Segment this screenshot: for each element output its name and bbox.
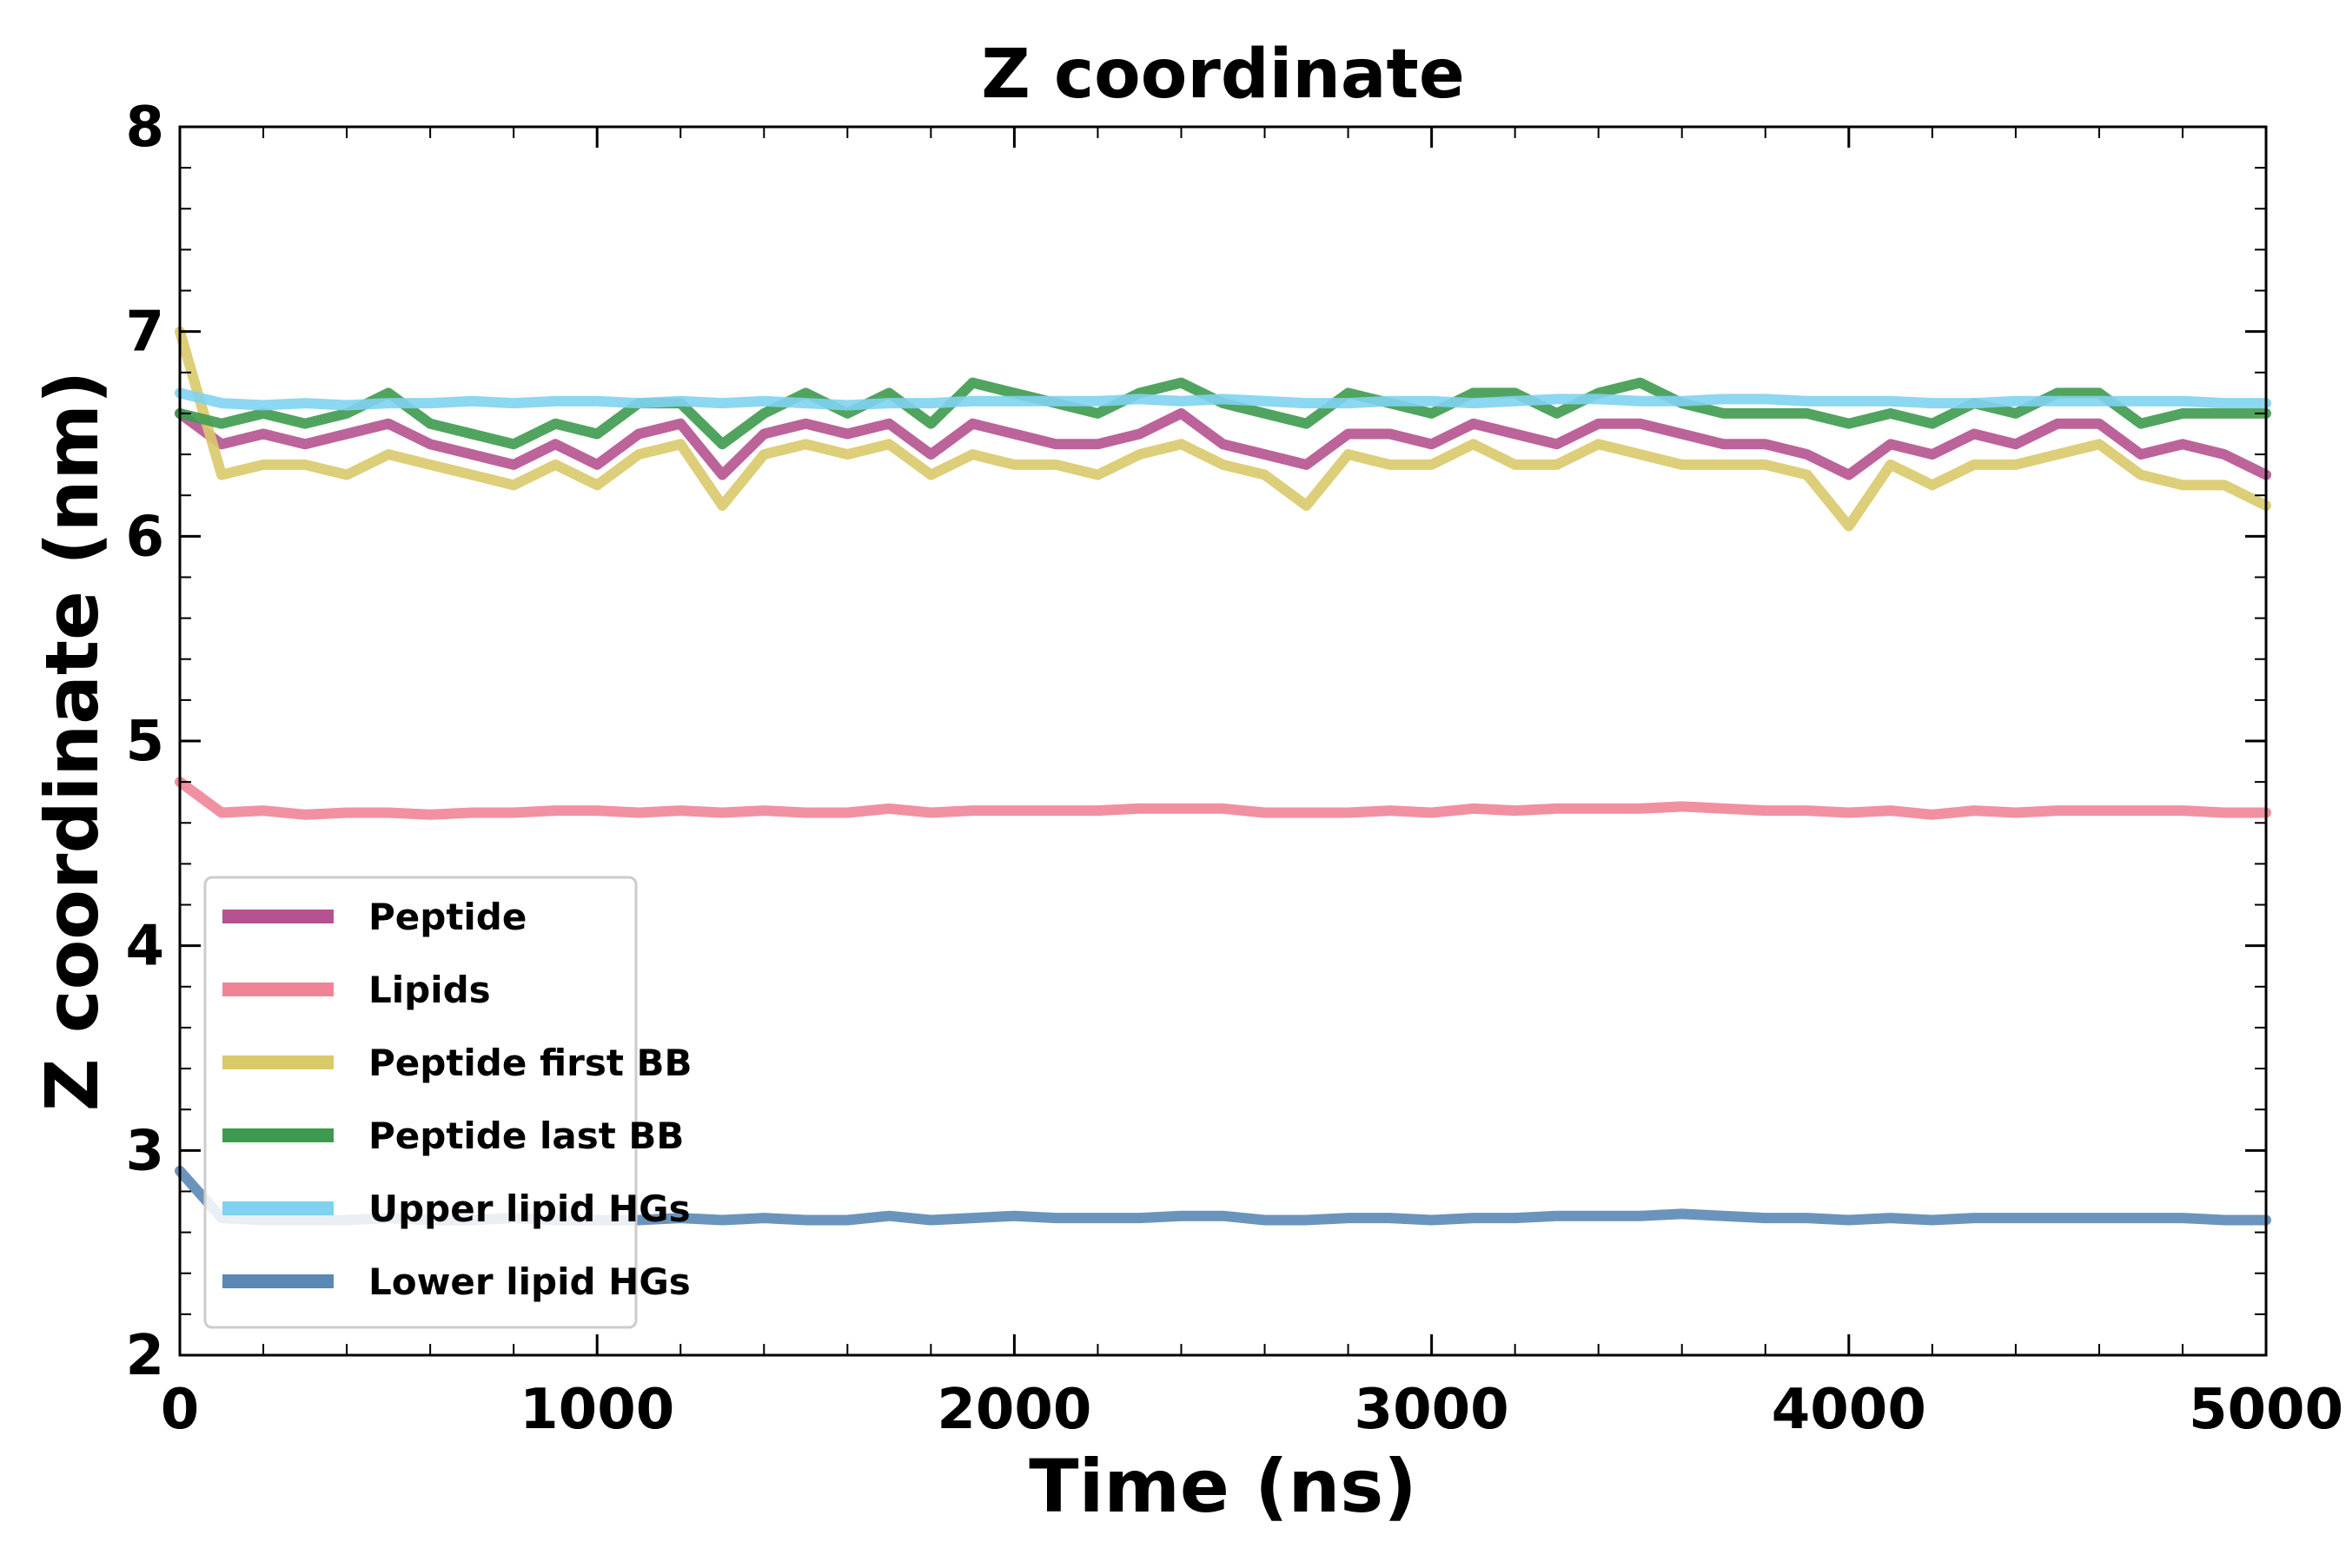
x-axis-label: Time (ns) <box>1029 1444 1416 1529</box>
legend-items: Peptide Lipids Peptide first BB Peptide las… <box>222 896 693 1303</box>
legend-label: Lipids <box>368 969 491 1011</box>
y-tick-label: 8 <box>125 96 164 160</box>
x-tick-label: 1000 <box>520 1378 674 1442</box>
x-tick-label: 2000 <box>937 1378 1091 1442</box>
y-tick-label: 7 <box>125 301 164 365</box>
series-line-1 <box>175 407 2271 480</box>
series-line-2 <box>175 777 2271 820</box>
series-line-4 <box>175 377 2271 450</box>
y-tick-label: 5 <box>125 710 164 774</box>
legend-label: Peptide <box>368 896 527 938</box>
legend-label: Lower lipid HGs <box>368 1260 691 1303</box>
y-tick-label: 3 <box>125 1119 164 1183</box>
x-tick-label: 4000 <box>1772 1378 1926 1442</box>
series-line-3 <box>175 326 2271 532</box>
x-tick-label: 5000 <box>2189 1378 2343 1442</box>
chart-title: Z coordinate <box>981 36 1465 114</box>
y-tick-label: 6 <box>125 505 164 569</box>
axis-ticks: 0 1000 2000 3000 4000 5000 2 3 4 5 6 7 8 <box>125 96 2343 1442</box>
legend-label: Upper lipid HGs <box>368 1188 691 1230</box>
x-tick-label: 3000 <box>1355 1378 1509 1442</box>
y-axis-label: Z coordinate (nm) <box>30 371 115 1112</box>
legend-label: Peptide last BB <box>368 1115 684 1157</box>
y-tick-label: 4 <box>125 915 164 979</box>
y-tick-label: 2 <box>125 1324 164 1388</box>
series-line-5 <box>175 387 2271 411</box>
legend: Peptide Lipids Peptide first BB Peptide las… <box>203 876 693 1329</box>
legend-label: Peptide first BB <box>368 1042 693 1084</box>
x-tick-label: 0 <box>161 1378 200 1442</box>
